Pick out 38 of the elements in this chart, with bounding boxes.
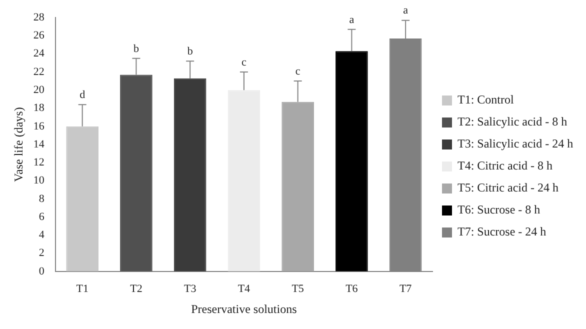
annotation: a (349, 14, 354, 26)
annotation: b (133, 42, 140, 55)
y-tick-label: 18 (33, 102, 45, 114)
legend-label: T2: Salicylic acid - 8 h (458, 114, 568, 129)
y-tick-label: 16 (33, 120, 45, 132)
y-tick-label: 26 (33, 30, 45, 42)
y-tick-label: 6 (38, 210, 45, 223)
y-tick-label: 8 (38, 192, 45, 205)
y-tick-label: 10 (33, 174, 45, 187)
y-tick-label: 22 (33, 66, 44, 78)
y-tick-label: 20 (33, 84, 45, 96)
y-tick-label: 14 (33, 138, 45, 150)
y-tick-label: 0 (38, 265, 45, 278)
y-tick-label: 24 (33, 48, 45, 60)
y-tick-label: 12 (33, 156, 44, 169)
x-tick-label: T7 (399, 282, 412, 295)
annotation: a (403, 4, 408, 17)
annotation: c (242, 56, 247, 68)
legend-label: T3: Salicylic acid - 24 h (458, 136, 574, 151)
y-tick-label: 2 (38, 247, 44, 260)
x-tick-label: T5 (292, 282, 304, 295)
y-axis-title: Vase life (days) (11, 107, 26, 182)
x-tick-label: T1 (76, 282, 88, 295)
legend-label: T1: Control (458, 92, 514, 107)
x-tick-label: T2 (130, 282, 142, 295)
x-tick-label: T6 (346, 282, 358, 295)
annotation: d (80, 89, 86, 102)
legend-label: T7: Sucrose - 24 h (458, 224, 546, 239)
annotation: b (187, 46, 194, 58)
legend-label: T4: Citric acid - 8 h (458, 158, 552, 173)
x-axis-title: Preservative solutions (191, 302, 298, 316)
y-tick-label: 28 (33, 11, 45, 24)
x-tick-label: T4 (238, 282, 251, 295)
legend-label: T6: Sucrose - 8 h (458, 202, 540, 217)
x-tick-label: T3 (184, 282, 197, 295)
legend-label: T5: Citric acid - 24 h (458, 180, 558, 195)
y-tick-label: 4 (38, 229, 45, 242)
annotation: c (295, 65, 300, 78)
